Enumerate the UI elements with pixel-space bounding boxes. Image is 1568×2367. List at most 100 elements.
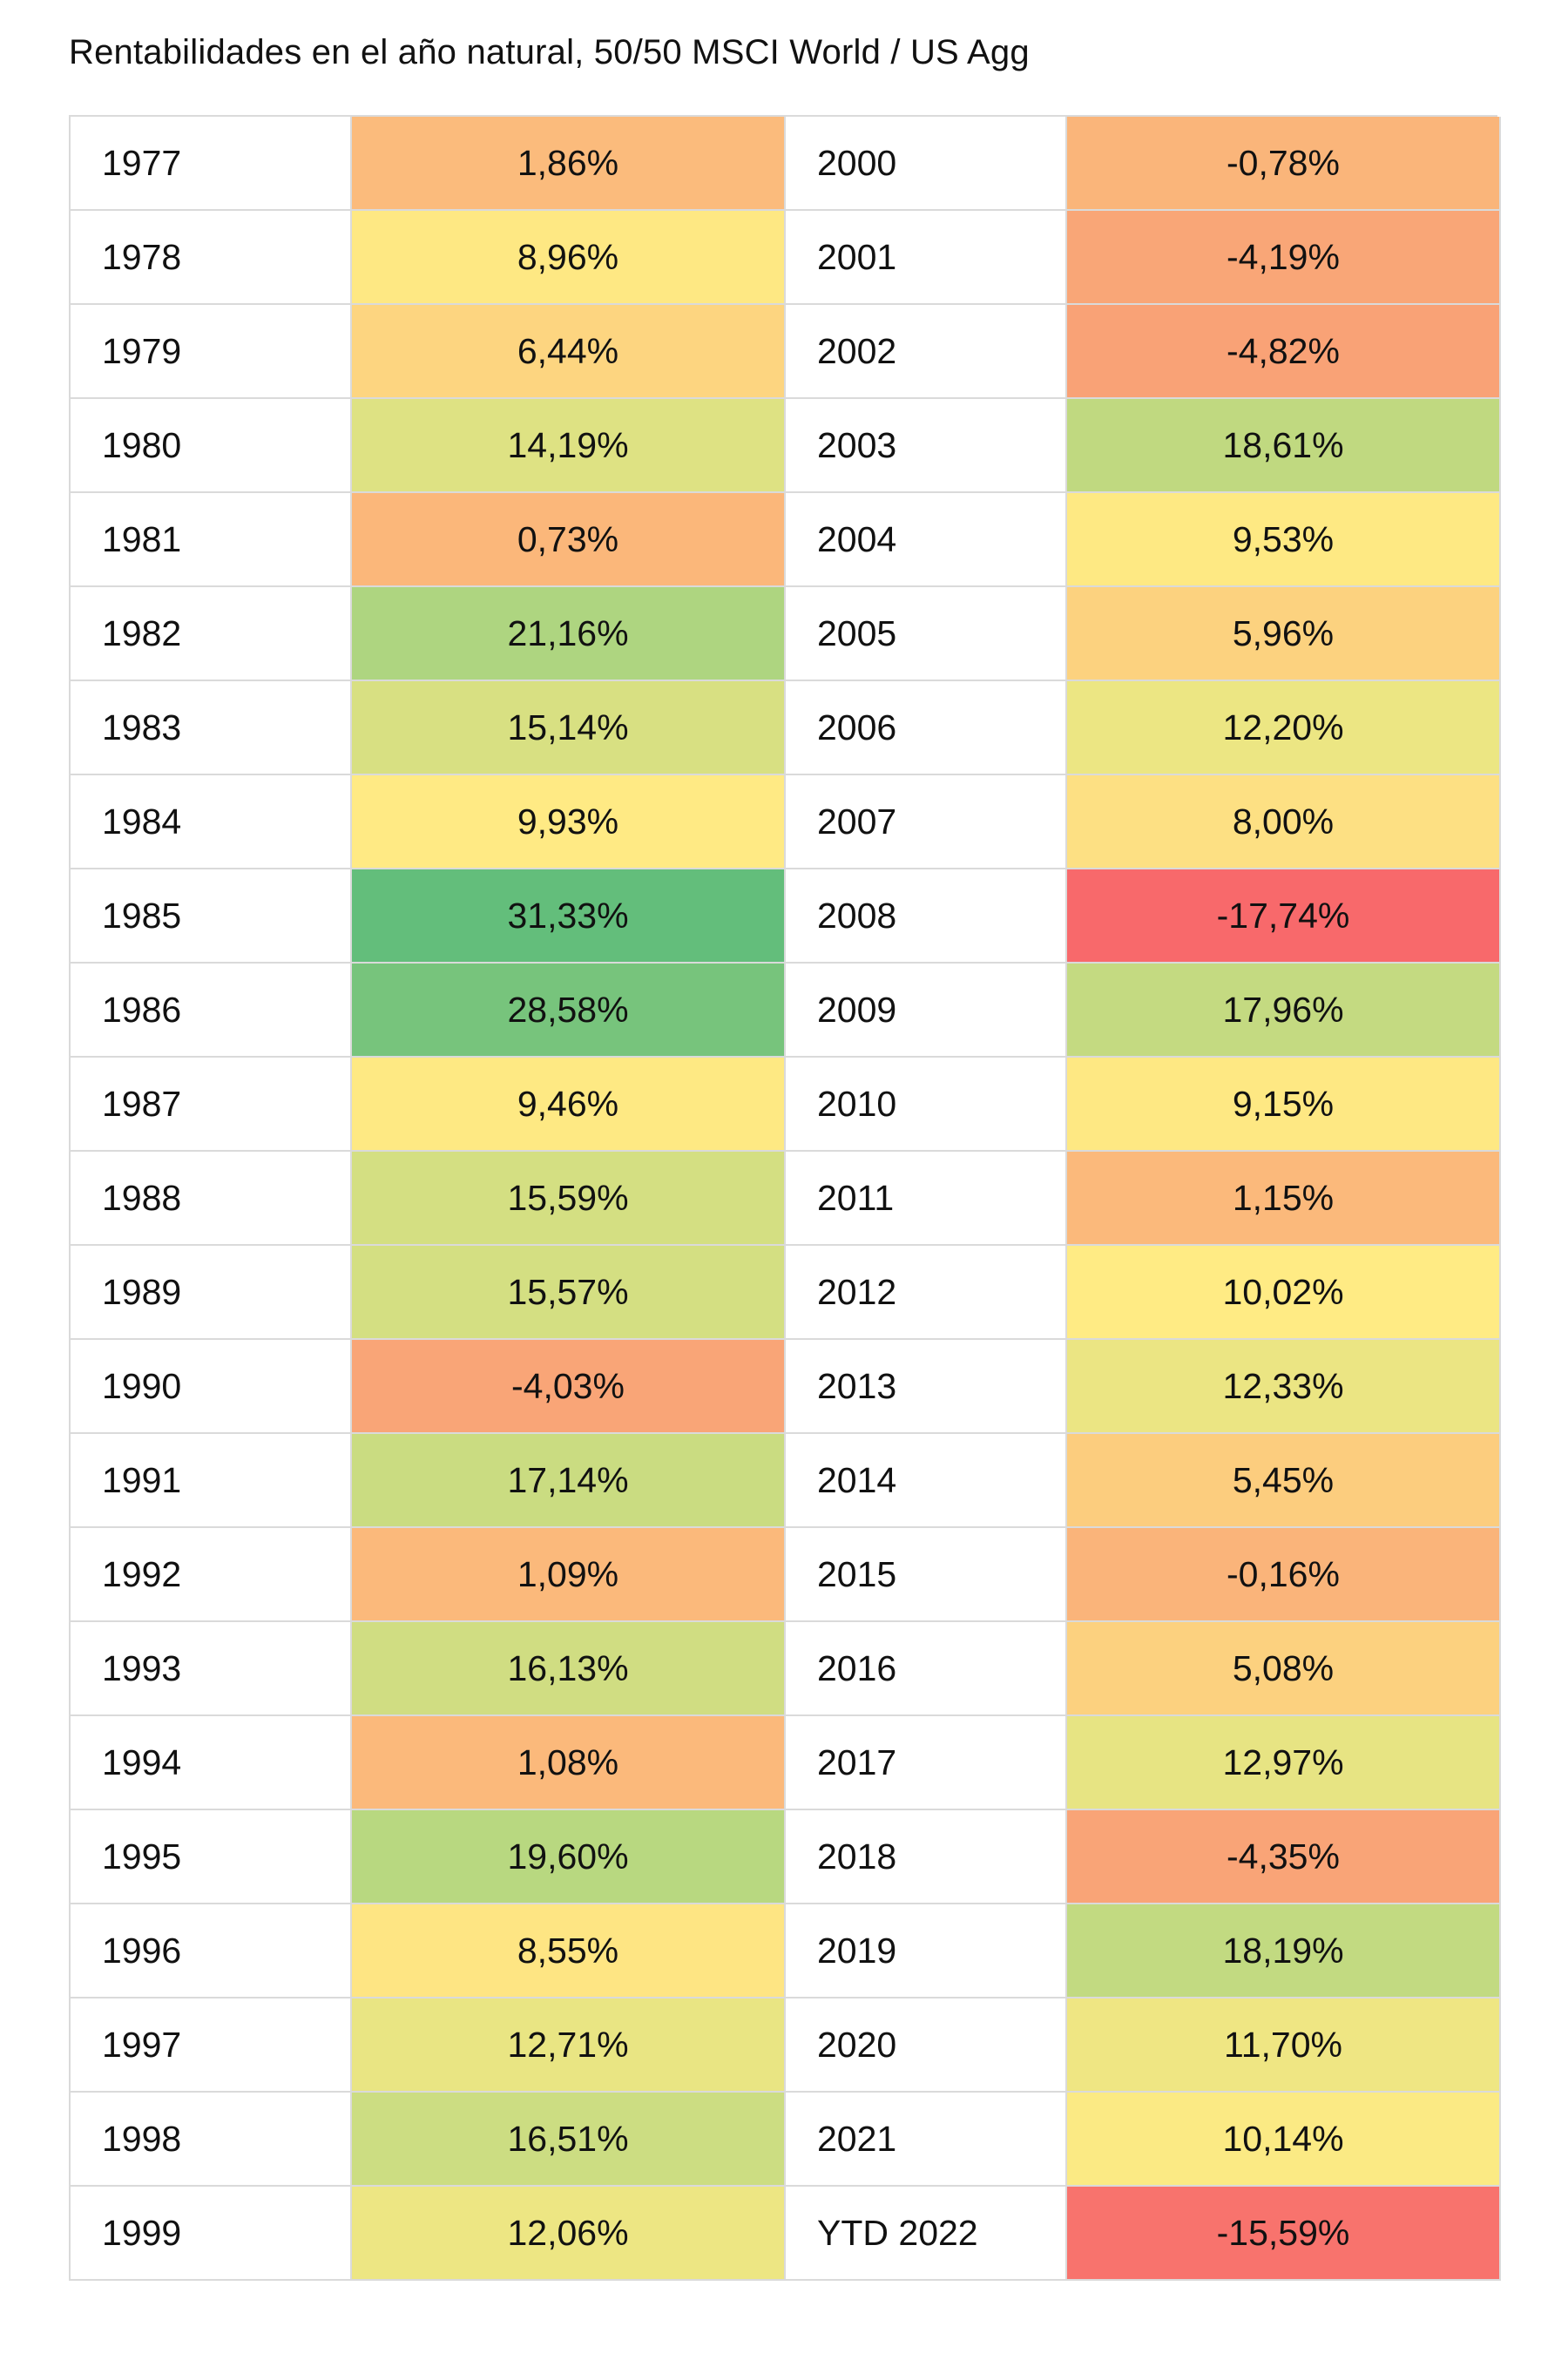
- year-cell: 1990: [71, 1340, 352, 1434]
- table-row: 1986 28,58% 2009 17,96%: [71, 964, 1501, 1058]
- return-cell: 1,09%: [352, 1528, 786, 1622]
- table-row: 1993 16,13% 2016 5,08%: [71, 1622, 1501, 1716]
- year-cell: 2020: [786, 1998, 1067, 2093]
- table-row: 1989 15,57% 2012 10,02%: [71, 1246, 1501, 1340]
- year-cell: 2003: [786, 399, 1067, 493]
- return-cell: 1,86%: [352, 117, 786, 211]
- table-row: 1988 15,59% 2011 1,15%: [71, 1152, 1501, 1246]
- return-cell: 14,19%: [352, 399, 786, 493]
- year-cell: 1989: [71, 1246, 352, 1340]
- year-cell: 2001: [786, 211, 1067, 305]
- year-cell: 2009: [786, 964, 1067, 1058]
- year-cell: 2007: [786, 775, 1067, 869]
- return-cell: 0,73%: [352, 493, 786, 587]
- table-row: 1978 8,96% 2001 -4,19%: [71, 211, 1501, 305]
- table-row: 1994 1,08% 2017 12,97%: [71, 1716, 1501, 1810]
- year-cell: 2018: [786, 1810, 1067, 1904]
- return-cell: 12,71%: [352, 1998, 786, 2093]
- year-cell: 1988: [71, 1152, 352, 1246]
- return-cell: 21,16%: [352, 587, 786, 681]
- year-cell: 2000: [786, 117, 1067, 211]
- return-cell: -0,16%: [1067, 1528, 1501, 1622]
- return-cell: 9,53%: [1067, 493, 1501, 587]
- table-row: 1995 19,60% 2018 -4,35%: [71, 1810, 1501, 1904]
- table-row: 1992 1,09% 2015 -0,16%: [71, 1528, 1501, 1622]
- return-cell: -4,82%: [1067, 305, 1501, 399]
- return-cell: 12,33%: [1067, 1340, 1501, 1434]
- year-cell: 2010: [786, 1058, 1067, 1152]
- return-cell: 12,97%: [1067, 1716, 1501, 1810]
- year-cell: 1995: [71, 1810, 352, 1904]
- year-cell: 1998: [71, 2093, 352, 2187]
- table-row: 1979 6,44% 2002 -4,82%: [71, 305, 1501, 399]
- year-cell: 1980: [71, 399, 352, 493]
- return-cell: 15,59%: [352, 1152, 786, 1246]
- year-cell: 2008: [786, 869, 1067, 964]
- table-row: 1996 8,55% 2019 18,19%: [71, 1904, 1501, 1998]
- return-cell: -17,74%: [1067, 869, 1501, 964]
- return-cell: 1,15%: [1067, 1152, 1501, 1246]
- year-cell: 1994: [71, 1716, 352, 1810]
- return-cell: -0,78%: [1067, 117, 1501, 211]
- year-cell: 1978: [71, 211, 352, 305]
- year-cell: 1991: [71, 1434, 352, 1528]
- table-row: 1983 15,14% 2006 12,20%: [71, 681, 1501, 775]
- return-cell: 8,00%: [1067, 775, 1501, 869]
- return-cell: 15,14%: [352, 681, 786, 775]
- return-cell: 18,19%: [1067, 1904, 1501, 1998]
- return-cell: 10,14%: [1067, 2093, 1501, 2187]
- return-cell: 28,58%: [352, 964, 786, 1058]
- return-cell: 9,15%: [1067, 1058, 1501, 1152]
- year-cell: 1986: [71, 964, 352, 1058]
- year-cell: 2016: [786, 1622, 1067, 1716]
- year-cell: 1987: [71, 1058, 352, 1152]
- year-cell: 2004: [786, 493, 1067, 587]
- year-cell: 2011: [786, 1152, 1067, 1246]
- year-cell: 2005: [786, 587, 1067, 681]
- return-cell: 5,08%: [1067, 1622, 1501, 1716]
- table-row: 1980 14,19% 2003 18,61%: [71, 399, 1501, 493]
- return-cell: 19,60%: [352, 1810, 786, 1904]
- table-row: 1991 17,14% 2014 5,45%: [71, 1434, 1501, 1528]
- year-cell: 1977: [71, 117, 352, 211]
- table-row: 1990 -4,03% 2013 12,33%: [71, 1340, 1501, 1434]
- return-cell: 8,55%: [352, 1904, 786, 1998]
- return-cell: 17,96%: [1067, 964, 1501, 1058]
- return-cell: 1,08%: [352, 1716, 786, 1810]
- return-cell: 16,51%: [352, 2093, 786, 2187]
- table-row: 1985 31,33% 2008 -17,74%: [71, 869, 1501, 964]
- year-cell: 2012: [786, 1246, 1067, 1340]
- year-cell: 2019: [786, 1904, 1067, 1998]
- return-cell: 16,13%: [352, 1622, 786, 1716]
- year-cell: 1996: [71, 1904, 352, 1998]
- return-cell: 11,70%: [1067, 1998, 1501, 2093]
- return-cell: 6,44%: [352, 305, 786, 399]
- year-cell: 1981: [71, 493, 352, 587]
- returns-table: 1977 1,86% 2000 -0,78% 1978 8,96% 2001 -4,19% 19…: [69, 115, 1501, 2281]
- chart-title: Rentabilidades en el año natural, 50/50 …: [69, 33, 1030, 71]
- table-row: 1982 21,16% 2005 5,96%: [71, 587, 1501, 681]
- return-cell: 15,57%: [352, 1246, 786, 1340]
- table-row: 1987 9,46% 2010 9,15%: [71, 1058, 1501, 1152]
- return-cell: -4,35%: [1067, 1810, 1501, 1904]
- return-cell: 9,46%: [352, 1058, 786, 1152]
- return-cell: 12,06%: [352, 2187, 786, 2281]
- return-cell: 12,20%: [1067, 681, 1501, 775]
- year-cell: 1992: [71, 1528, 352, 1622]
- return-cell: 10,02%: [1067, 1246, 1501, 1340]
- return-cell: 5,96%: [1067, 587, 1501, 681]
- year-cell: 2002: [786, 305, 1067, 399]
- year-cell: 1982: [71, 587, 352, 681]
- table-row: 1981 0,73% 2004 9,53%: [71, 493, 1501, 587]
- year-cell: 1984: [71, 775, 352, 869]
- return-cell: 9,93%: [352, 775, 786, 869]
- year-cell: 1999: [71, 2187, 352, 2281]
- return-cell: 17,14%: [352, 1434, 786, 1528]
- table-row: 1997 12,71% 2020 11,70%: [71, 1998, 1501, 2093]
- year-cell: 2006: [786, 681, 1067, 775]
- return-cell: 18,61%: [1067, 399, 1501, 493]
- year-cell: 2015: [786, 1528, 1067, 1622]
- year-cell: 2013: [786, 1340, 1067, 1434]
- year-cell: 1983: [71, 681, 352, 775]
- return-cell: 31,33%: [352, 869, 786, 964]
